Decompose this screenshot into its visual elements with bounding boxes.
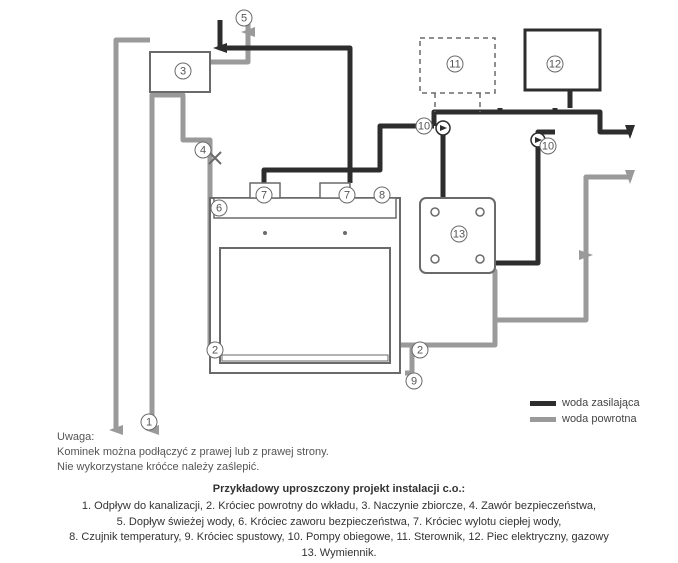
svg-text:9: 9 — [411, 376, 417, 388]
svg-text:5: 5 — [241, 13, 247, 25]
fireplace-glass — [220, 248, 390, 363]
svg-text:13: 13 — [453, 229, 465, 241]
svg-text:7: 7 — [344, 190, 350, 202]
caption-l3: 8. Czujnik temperatury, 9. Króciec spust… — [69, 531, 609, 543]
svg-text:2: 2 — [212, 345, 218, 357]
svg-text:6: 6 — [216, 203, 222, 215]
legend-return-label: woda powrotna — [562, 413, 637, 425]
svg-text:2: 2 — [417, 345, 423, 357]
note-block: Uwaga: Kominek można podłączyć z prawej … — [57, 430, 329, 475]
caption-l1: 1. Odpływ do kanalizacji, 2. Króciec pow… — [82, 500, 596, 512]
svg-text:10: 10 — [418, 121, 430, 133]
svg-text:12: 12 — [549, 59, 561, 71]
schematic: 122345677891010111213 — [0, 0, 678, 563]
note-title: Uwaga: — [57, 431, 94, 443]
legend-supply: woda zasilająca — [530, 397, 640, 409]
legend-supply-label: woda zasilająca — [562, 397, 640, 409]
svg-text:11: 11 — [449, 59, 460, 71]
svg-text:7: 7 — [261, 190, 267, 202]
legend-return: woda powrotna — [530, 413, 637, 425]
caption-title: Przykładowy uproszczony projekt instalac… — [0, 482, 678, 497]
note-line1: Kominek można podłączyć z prawej lub z p… — [57, 446, 329, 458]
svg-text:4: 4 — [200, 145, 206, 157]
note-line2: Nie wykorzystane króćce należy zaślepić. — [57, 461, 259, 473]
svg-text:1: 1 — [146, 417, 152, 429]
caption: Przykładowy uproszczony projekt instalac… — [0, 482, 678, 561]
svg-text:8: 8 — [379, 190, 385, 202]
svg-text:10: 10 — [542, 141, 554, 153]
caption-l2: 5. Dopływ świeżej wody, 6. Króciec zawor… — [117, 516, 562, 528]
svg-text:3: 3 — [180, 66, 186, 78]
caption-l4: 13. Wymiennik. — [301, 547, 376, 559]
